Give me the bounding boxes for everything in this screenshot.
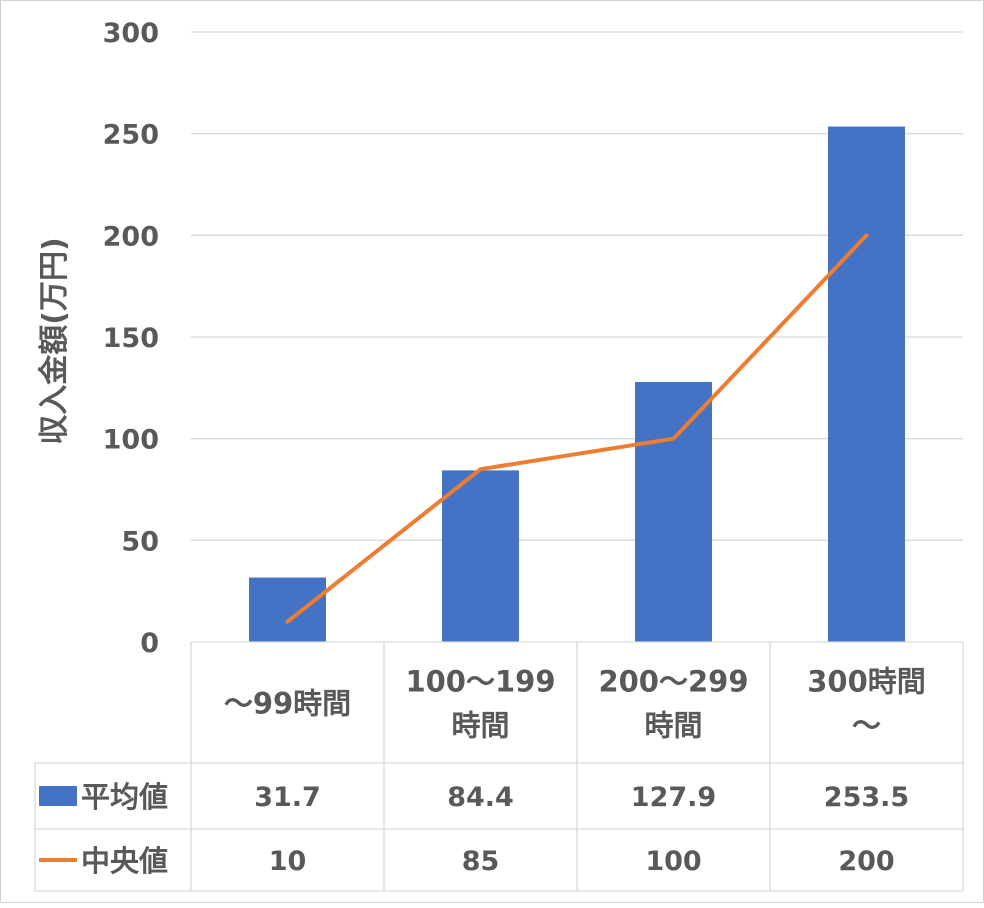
y-tick-label: 300 (103, 18, 159, 49)
data-table-value: 200 (838, 846, 894, 877)
line-series-path (288, 235, 867, 621)
x-category-label: 100～199 (405, 665, 555, 699)
y-tick-label: 200 (103, 221, 159, 252)
bar (635, 382, 712, 642)
x-category-label: 200～299 (598, 665, 748, 699)
y-tick-label: 150 (103, 323, 159, 354)
x-category-label: 時間 (644, 709, 702, 743)
x-category-label: 時間 (451, 709, 509, 743)
x-category-label: 300時間 (807, 665, 926, 699)
x-category-label: ～ (852, 709, 881, 743)
bar (249, 578, 326, 642)
data-table-value: 100 (645, 846, 701, 877)
y-tick-label: 250 (103, 120, 159, 151)
legend-key-bar (39, 786, 77, 806)
data-table-value: 31.7 (254, 782, 321, 813)
data-table: ～99時間 100～199 時間 200～299 時間 300時間 ～ 平均値 31.7 84.4… (35, 642, 963, 891)
y-tick-label: 100 (103, 425, 159, 456)
legend-series-name: 中央値 (81, 844, 168, 878)
y-tick-label: 50 (121, 526, 159, 557)
data-table-value: 85 (462, 846, 500, 877)
data-table-value: 10 (269, 846, 307, 877)
bar (442, 470, 519, 642)
data-table-value: 84.4 (447, 782, 514, 813)
legend-series-name: 平均値 (81, 780, 168, 814)
y-tick-label: 0 (140, 628, 159, 659)
bar (828, 127, 905, 642)
bar-series (249, 127, 905, 642)
y-axis-ticks: 0 50 100 150 200 250 300 (103, 18, 159, 659)
y-axis-label: 収入金額(万円) (37, 237, 72, 444)
line-series (287, 235, 866, 622)
x-category-label: ～99時間 (224, 687, 351, 721)
data-table-value: 127.9 (631, 782, 716, 813)
data-table-value: 253.5 (824, 782, 909, 813)
